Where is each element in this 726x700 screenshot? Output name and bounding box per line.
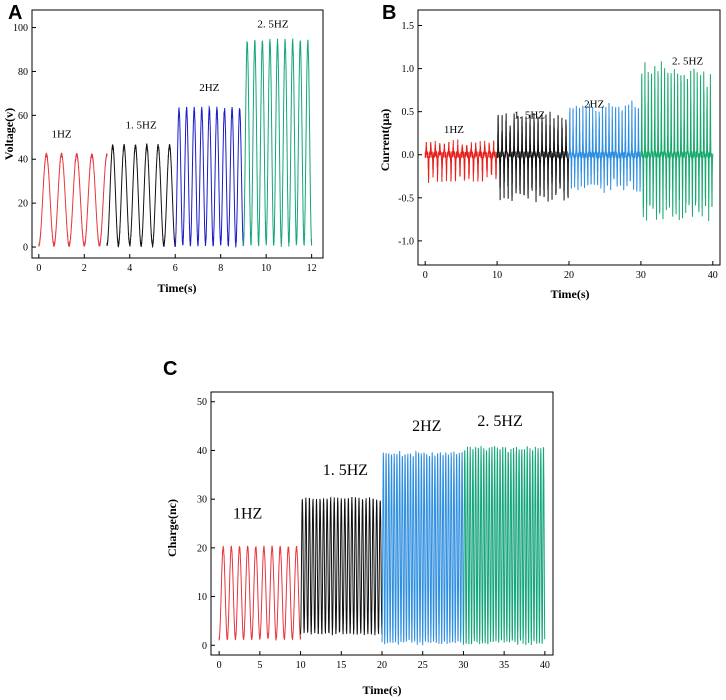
x-tick-label: 30 <box>458 660 468 671</box>
segment-label: 2HZ <box>199 82 219 94</box>
y-tick-label: 10 <box>197 592 207 603</box>
x-tick-label: 25 <box>418 660 428 671</box>
x-tick-label: 2 <box>82 263 87 274</box>
y-tick-label: 40 <box>18 155 28 166</box>
series-line-1hz <box>424 139 498 183</box>
segment-label: 1HZ <box>233 506 262 523</box>
segment-label: 1HZ <box>444 124 464 136</box>
y-tick-label: 50 <box>197 397 207 408</box>
panel-b-segment-labels: 1HZ 1. 5HZ 2HZ 2. 5HZ <box>444 55 704 136</box>
segment-label: 2HZ <box>412 418 441 435</box>
panel-c-series <box>218 446 546 646</box>
segment-label: 2. 5HZ <box>477 413 522 430</box>
segment-label: 1. 5HZ <box>126 120 157 132</box>
y-tick-label: 60 <box>18 111 28 122</box>
panel-a-y-axis-title: Voltage(v) <box>2 108 16 160</box>
panel-b-x-axis-title: Time(s) <box>550 287 589 301</box>
y-tick-label: 20 <box>197 543 207 554</box>
panel-a-series <box>38 37 313 249</box>
x-tick-label: 0 <box>36 263 41 274</box>
x-tick-label: 40 <box>708 270 718 281</box>
x-tick-label: 12 <box>307 263 317 274</box>
panel-a: A 0 2 4 6 8 10 12 0 20 40 60 80 100 1HZ 1. 5HZ 2HZ 2. … <box>2 2 324 295</box>
x-tick-label: 35 <box>499 660 509 671</box>
series-line-2hz <box>381 450 464 646</box>
series-line-2-5hz <box>462 446 546 645</box>
x-tick-label: 15 <box>336 660 346 671</box>
series-line-2-5hz <box>640 61 714 222</box>
x-tick-label: 10 <box>296 660 306 671</box>
segment-label: 1. 5HZ <box>514 110 545 122</box>
panel-b-x-ticks: 0 10 20 30 40 <box>423 261 718 281</box>
x-tick-label: 10 <box>492 270 502 281</box>
x-tick-label: 20 <box>564 270 574 281</box>
y-tick-label: 0.5 <box>402 107 415 118</box>
panel-a-x-ticks: 0 2 4 6 8 10 12 <box>36 254 317 274</box>
series-line-2hz <box>568 100 642 193</box>
panel-c-letter: C <box>163 358 177 380</box>
series-line-2-5hz <box>242 37 313 247</box>
panel-c-x-axis-title: Time(s) <box>362 683 401 697</box>
segment-label: 2. 5HZ <box>257 19 288 31</box>
panel-c-y-axis-title: Charge(nc) <box>165 499 179 557</box>
x-tick-label: 4 <box>127 263 132 274</box>
x-tick-label: 0 <box>217 660 222 671</box>
series-line-1hz <box>38 152 108 248</box>
y-tick-label: 1.0 <box>402 64 415 75</box>
series-line-1-5hz <box>106 143 176 249</box>
segment-label: 2. 5HZ <box>672 55 703 67</box>
y-tick-label: -1.0 <box>398 236 414 247</box>
x-tick-label: 5 <box>257 660 262 671</box>
segment-label: 2HZ <box>584 98 604 110</box>
x-tick-label: 30 <box>636 270 646 281</box>
y-tick-label: -0.5 <box>398 193 414 204</box>
panel-b-letter: B <box>382 2 396 24</box>
series-line-1hz <box>218 545 302 641</box>
y-tick-label: 40 <box>197 446 207 457</box>
panel-c-x-ticks: 0 5 10 15 20 25 30 35 40 <box>217 651 550 671</box>
x-tick-label: 6 <box>173 263 178 274</box>
y-tick-label: 100 <box>13 23 28 34</box>
panel-a-letter: A <box>8 2 22 24</box>
panel-b-y-axis-title: Current(μa) <box>378 109 392 172</box>
x-tick-label: 0 <box>423 270 428 281</box>
segment-label: 1HZ <box>51 128 71 140</box>
panel-b-y-ticks: -1.0 -0.5 0.0 0.5 1.0 1.5 <box>398 21 422 247</box>
panel-c: C 0 5 10 15 20 25 30 35 40 0 10 20 30 40 50 1HZ 1. 5HZ… <box>163 358 554 697</box>
y-tick-label: 30 <box>197 495 207 506</box>
panel-c-y-ticks: 0 10 20 30 40 50 <box>197 397 215 652</box>
segment-label: 1. 5HZ <box>323 462 368 479</box>
y-tick-label: 0 <box>23 243 28 254</box>
x-tick-label: 20 <box>377 660 387 671</box>
x-tick-label: 40 <box>540 660 550 671</box>
y-tick-label: 1.5 <box>402 21 415 32</box>
panel-c-segment-labels: 1HZ 1. 5HZ 2HZ 2. 5HZ <box>233 413 523 523</box>
series-line-1-5hz <box>496 111 570 203</box>
y-tick-label: 0.0 <box>402 150 415 161</box>
panel-a-x-axis-title: Time(s) <box>157 281 196 295</box>
y-tick-label: 20 <box>18 199 28 210</box>
x-tick-label: 8 <box>218 263 223 274</box>
series-line-2hz <box>174 105 244 248</box>
panel-a-frame <box>31 9 324 259</box>
panel-b: B 0 10 20 30 40 -1.0 -0.5 0.0 0.5 1.0 1.5 1HZ 1. 5… <box>378 2 721 301</box>
series-line-1-5hz <box>300 496 383 636</box>
panel-a-y-ticks: 0 20 40 60 80 100 <box>13 23 36 254</box>
panel-a-segment-labels: 1HZ 1. 5HZ 2HZ 2. 5HZ <box>51 19 288 141</box>
y-tick-label: 0 <box>202 641 207 652</box>
y-tick-label: 80 <box>18 67 28 78</box>
x-tick-label: 10 <box>261 263 271 274</box>
panel-b-series <box>424 61 714 222</box>
